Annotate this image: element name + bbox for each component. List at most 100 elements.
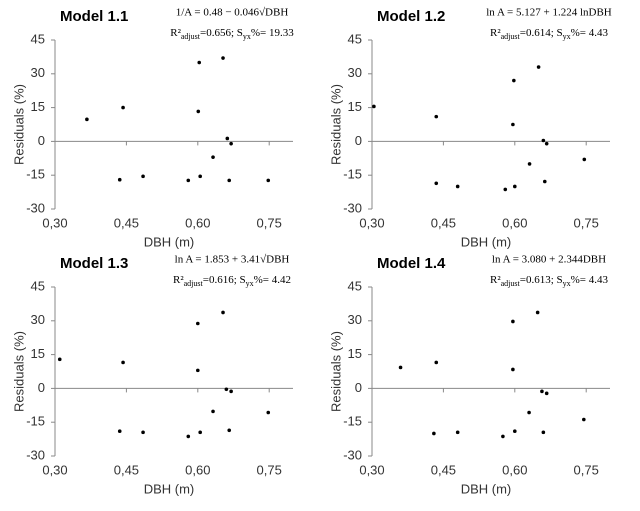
- equation: ln A = 5.127 + 1.224 lnDBH: [486, 7, 612, 19]
- y-axis-label: Residuals (%): [328, 84, 343, 165]
- fit-stats-part: yx: [243, 32, 251, 41]
- point: [141, 174, 145, 179]
- fit-stats-part: %= 19.33: [251, 27, 294, 39]
- point: [211, 409, 215, 414]
- point: [434, 114, 439, 119]
- point: [117, 429, 122, 434]
- fit-stats-part: %= 4.42: [254, 274, 291, 286]
- x-tick-label: 0,30: [42, 215, 67, 230]
- y-tick-label: 45: [31, 31, 45, 46]
- point: [541, 138, 546, 143]
- point: [511, 319, 515, 324]
- point: [227, 428, 232, 433]
- point: [511, 122, 515, 127]
- fit-stats-part: %= 4.43: [571, 274, 609, 286]
- fit-stats-part: =0.614; S: [520, 27, 563, 39]
- y-tick-label: 30: [348, 65, 362, 80]
- x-tick-label: 0,30: [359, 215, 384, 230]
- y-tick-label: 0: [38, 133, 45, 148]
- point: [536, 65, 541, 69]
- x-tick-label: 0,30: [42, 462, 67, 477]
- point: [121, 105, 125, 110]
- fit-stats-part: =0.616; S: [203, 274, 246, 286]
- x-tick-label: 0,45: [114, 215, 139, 230]
- point: [227, 178, 232, 183]
- fit-stats: R²adjust=0.614; Syx%= 4.43: [490, 27, 609, 42]
- fit-stats-part: yx: [563, 279, 571, 288]
- y-axis-label: Residuals (%): [328, 331, 343, 412]
- point: [501, 434, 505, 439]
- y-tick-label: -15: [26, 414, 45, 429]
- point: [196, 109, 201, 114]
- y-tick-label: -30: [343, 447, 362, 462]
- y-tick-label: 15: [31, 99, 45, 114]
- point: [434, 181, 439, 186]
- point: [117, 177, 122, 182]
- y-tick-label: -15: [343, 167, 362, 182]
- y-tick-label: -30: [26, 447, 45, 462]
- point: [186, 178, 191, 183]
- point: [503, 187, 508, 192]
- point: [582, 417, 586, 422]
- point: [198, 174, 202, 179]
- fit-stats-part: R²: [173, 274, 184, 286]
- point: [398, 365, 403, 370]
- y-tick-label: 30: [348, 312, 362, 327]
- point: [229, 141, 233, 146]
- fit-stats-part: R²: [170, 27, 181, 39]
- point: [372, 104, 376, 109]
- point: [432, 431, 436, 436]
- equation: 1/A = 0.48 − 0.046√DBH: [176, 7, 289, 19]
- x-tick-label: 0,75: [574, 215, 599, 230]
- y-axis-label: Residuals (%): [11, 84, 26, 165]
- fit-stats-part: =0.613; S: [520, 274, 563, 286]
- y-tick-label: 15: [348, 346, 362, 361]
- point: [544, 391, 549, 396]
- point: [196, 368, 200, 373]
- y-tick-label: 15: [31, 346, 45, 361]
- y-tick-label: -30: [343, 200, 362, 215]
- fit-stats-part: R²: [490, 27, 501, 39]
- point: [221, 310, 225, 315]
- point: [224, 387, 229, 392]
- y-tick-label: 0: [355, 380, 362, 395]
- point: [186, 434, 191, 439]
- fit-stats: R²adjust=0.616; Syx%= 4.42: [173, 274, 291, 289]
- fit-stats-part: =0.656; S: [200, 27, 243, 39]
- point: [544, 141, 549, 146]
- panel-title: Model 1.3: [60, 255, 128, 272]
- equation: ln A = 3.080 + 2.344DBH: [492, 254, 606, 266]
- panel-title: Model 1.4: [377, 255, 446, 272]
- fit-stats: R²adjust=0.656; Syx%= 19.33: [170, 27, 294, 42]
- point: [121, 360, 125, 365]
- point: [541, 430, 546, 435]
- x-axis-label: DBH (m): [461, 234, 512, 249]
- point: [225, 136, 230, 141]
- point: [527, 410, 531, 415]
- point: [527, 162, 532, 166]
- fit-stats-part: yx: [246, 279, 254, 288]
- fit-stats: R²adjust=0.613; Syx%= 4.43: [490, 274, 609, 289]
- y-axis-label: Residuals (%): [11, 331, 26, 412]
- y-tick-label: 30: [31, 312, 45, 327]
- y-tick-label: 15: [348, 99, 362, 114]
- x-tick-label: 0,60: [502, 215, 527, 230]
- y-tick-label: -15: [343, 414, 362, 429]
- panel-title: Model 1.1: [60, 8, 128, 25]
- fit-stats-part: adjust: [184, 279, 204, 288]
- point: [513, 429, 517, 434]
- point: [434, 360, 439, 365]
- panel-title: Model 1.2: [377, 8, 445, 25]
- point: [512, 78, 516, 83]
- point: [197, 60, 202, 65]
- x-tick-label: 0,45: [114, 462, 139, 477]
- point: [511, 367, 515, 372]
- y-tick-label: 45: [348, 278, 362, 293]
- y-tick-label: 0: [355, 133, 362, 148]
- x-tick-label: 0,75: [574, 462, 599, 477]
- x-tick-label: 0,75: [257, 462, 282, 477]
- point: [57, 357, 62, 362]
- x-tick-label: 0,45: [431, 462, 456, 477]
- y-tick-label: -30: [26, 200, 45, 215]
